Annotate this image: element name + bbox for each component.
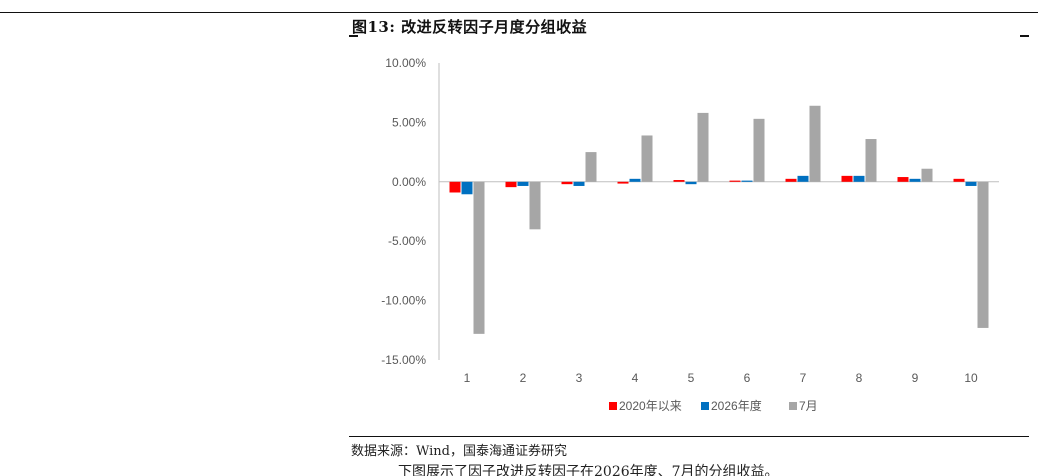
bar-3-cat-10 [977, 181, 989, 328]
bar-3-cat-7 [809, 105, 821, 182]
bar-3-cat-3 [585, 152, 597, 182]
top-rule [0, 12, 1038, 13]
bar-3-cat-6 [753, 118, 765, 182]
bar-2-cat-6 [741, 180, 753, 182]
legend-label: 7月 [799, 399, 818, 413]
body-paragraph: 下图展示了因子改进反转因子在2026年度、7月的分组收益。 [398, 464, 779, 476]
bar-3-cat-4 [641, 135, 653, 182]
legend-swatch [789, 402, 797, 410]
x-tick-label: 4 [632, 371, 639, 385]
bar-3-cat-1 [473, 181, 485, 334]
bar-2-cat-5 [685, 181, 697, 185]
bar-chart: 10.00% 5.00% 0.00% -5.00% -10.00% -15.00% 1 2 3 4… [381, 56, 999, 413]
x-tick-label: 10 [964, 371, 978, 385]
figure-title: 图13: 改进反转因子月度分组收益 [352, 18, 588, 36]
x-tick-label: 7 [800, 371, 807, 385]
legend-swatch [609, 402, 617, 410]
source-note: 数据来源：Wind，国泰海通证券研究 [351, 444, 567, 459]
bar-1-cat-3 [561, 181, 573, 185]
legend-label: 2026年度 [711, 398, 762, 413]
bar-3-cat-8 [865, 139, 877, 182]
bar-2-cat-3 [573, 181, 585, 186]
x-tick-label: 9 [912, 371, 919, 385]
title-rule-right-mark [1020, 35, 1029, 37]
bar-1-cat-5 [673, 180, 685, 182]
y-tick-label: 0.00% [392, 175, 426, 189]
bar-1-cat-8 [841, 175, 853, 182]
bar-1-cat-10 [953, 178, 965, 182]
x-tick-label: 6 [744, 371, 751, 385]
x-tick-label: 5 [688, 371, 695, 385]
bar-1-cat-7 [785, 178, 797, 182]
plot-area: 10.00% 5.00% 0.00% -5.00% -10.00% -15.00% 1 2 3 4… [381, 56, 999, 385]
bar-1-cat-4 [617, 181, 629, 184]
bar-2-cat-4 [629, 178, 641, 182]
y-tick-label: -15.00% [381, 353, 426, 367]
bar-2-cat-1 [461, 181, 473, 195]
source-rule [349, 436, 1029, 437]
y-tick-label: -10.00% [381, 294, 426, 308]
legend-swatch [701, 402, 709, 410]
x-tick-label: 3 [576, 371, 583, 385]
x-tick-label: 2 [520, 371, 527, 385]
bar-3-cat-9 [921, 168, 933, 182]
bar-1-cat-6 [729, 180, 741, 182]
bar-2-cat-10 [965, 181, 977, 186]
y-tick-label: -5.00% [388, 234, 426, 248]
bar-2-cat-9 [909, 178, 921, 182]
title-rule-left-mark [349, 35, 358, 37]
y-tick-label: 10.00% [385, 56, 426, 70]
chart-legend: 2020年以来 2026年度 7月 [609, 398, 818, 413]
bar-1-cat-1 [449, 181, 461, 193]
bar-1-cat-9 [897, 177, 909, 182]
bar-2-cat-2 [517, 181, 529, 186]
legend-label: 2020年以来 [619, 399, 682, 413]
bar-1-cat-2 [505, 181, 517, 188]
bar-3-cat-5 [697, 112, 709, 182]
x-tick-label: 8 [856, 371, 863, 385]
bar-2-cat-7 [797, 175, 809, 182]
bar-3-cat-2 [529, 181, 541, 230]
x-tick-label: 1 [464, 371, 471, 385]
y-tick-label: 5.00% [392, 115, 426, 129]
bar-2-cat-8 [853, 175, 865, 182]
